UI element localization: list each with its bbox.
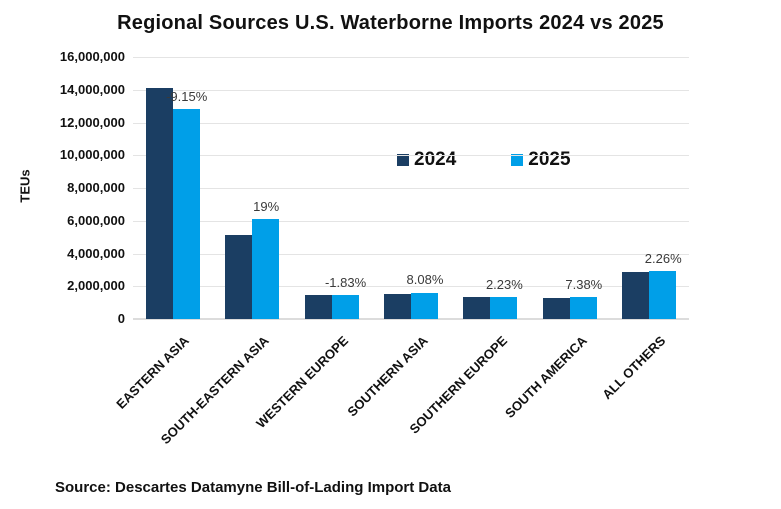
x-tick-label: EASTERN ASIA: [113, 333, 193, 412]
bar-2025: [410, 292, 438, 319]
x-axis-line: [133, 318, 689, 320]
bar-2024: [542, 298, 570, 319]
gridline: [133, 254, 689, 255]
bar-2024: [145, 88, 173, 319]
y-tick-label: 4,000,000: [67, 246, 125, 261]
y-tick-label: 2,000,000: [67, 278, 125, 293]
gridline: [133, 57, 689, 58]
pct-change-label: -1.83%: [324, 275, 367, 291]
legend-label-2025: 2025: [528, 149, 571, 170]
pct-change-label: 7.38%: [565, 276, 603, 292]
gridline: [133, 188, 689, 189]
y-tick-label: 6,000,000: [67, 213, 125, 228]
bar-2025: [252, 218, 280, 319]
legend-item-2025: 2025: [511, 149, 571, 171]
y-tick-label: 0: [117, 311, 125, 326]
gridline: [133, 123, 689, 124]
legend-item-2024: 2024: [397, 149, 456, 171]
bar-group-south-eastern-asia: 19%: [212, 57, 291, 319]
chart-title: Regional Sources U.S. Waterborne Imports…: [117, 12, 664, 34]
y-tick-label: 10,000,000: [59, 147, 125, 162]
bar-2024: [304, 294, 332, 319]
bar-groups: -9.15% 19% -1.83% 8.08% 2.23% 7.38% 2.26%: [133, 57, 689, 319]
bar-2025: [331, 295, 359, 319]
x-tick-label: ALL OTHERS: [599, 333, 669, 403]
bar-2024: [463, 297, 491, 319]
gridline: [133, 90, 689, 91]
source-note: Source: Descartes Datamyne Bill-of-Ladin…: [55, 479, 451, 496]
legend-swatch-2025: [511, 154, 524, 166]
gridline: [133, 286, 689, 287]
bar-group-south-america: 7.38%: [530, 57, 609, 319]
pct-change-label: 19%: [253, 198, 280, 214]
bar-2024: [383, 294, 411, 319]
gridline: [133, 221, 689, 222]
bar-2024: [622, 271, 650, 319]
y-tick-label: 16,000,000: [59, 49, 125, 64]
bar-group-southern-asia: 8.08%: [371, 57, 450, 319]
y-axis-tick-labels: 16,000,000 14,000,000 12,000,000 10,000,000…: [0, 0, 125, 340]
y-tick-label: 12,000,000: [59, 115, 125, 130]
pct-change-label: 8.08%: [406, 272, 444, 288]
pct-change-label: 2.26%: [644, 250, 682, 266]
bar-2025: [569, 296, 597, 319]
pct-change-label: -9.15%: [166, 89, 208, 105]
bar-2025: [649, 270, 677, 319]
legend-label-2024: 2024: [414, 149, 457, 170]
bar-2025: [490, 296, 518, 319]
legend: 2024 2025: [397, 149, 571, 171]
pct-change-label: 2.23%: [485, 276, 523, 292]
x-tick-label: WESTERN EUROPE: [253, 333, 352, 431]
x-tick-label: SOUTHERN ASIA: [344, 333, 431, 420]
bar-2024: [225, 234, 253, 319]
plot-area: 2024 2025 -9.15% 19% -1.83% 8.08% 2.23% 7.38%…: [133, 57, 689, 320]
bar-group-eastern-asia: -9.15%: [133, 57, 212, 319]
x-tick-label: SOUTH AMERICA: [501, 333, 590, 421]
gridline: [133, 155, 689, 156]
legend-swatch-2024: [397, 154, 409, 166]
bar-group-western-europe: -1.83%: [292, 57, 371, 319]
bar-2025: [172, 109, 200, 319]
y-tick-label: 14,000,000: [59, 82, 125, 97]
y-tick-label: 8,000,000: [67, 180, 125, 195]
bar-group-southern-europe: 2.23%: [451, 57, 530, 319]
bar-group-all-others: 2.26%: [610, 57, 689, 319]
